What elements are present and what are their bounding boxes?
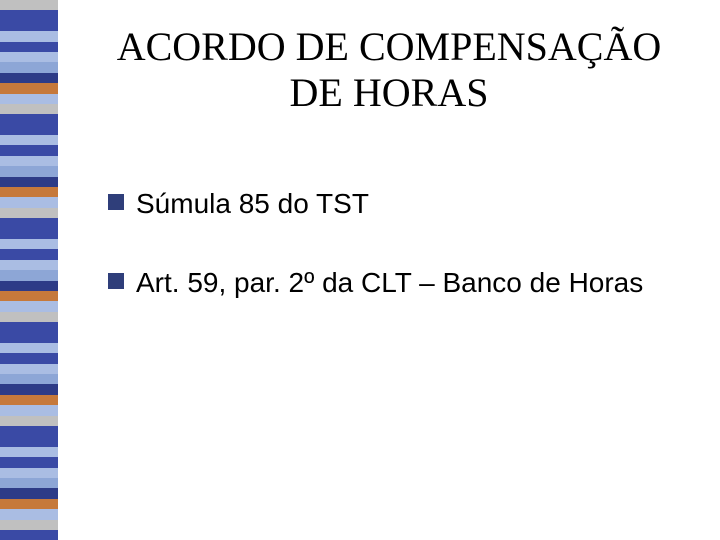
sidebar-stripe — [0, 530, 58, 540]
bullet-list: Súmula 85 do TST Art. 59, par. 2º da CLT… — [98, 186, 680, 300]
square-bullet-icon — [108, 273, 124, 289]
sidebar-stripe — [0, 104, 58, 114]
sidebar-stripe — [0, 187, 58, 197]
sidebar-stripe — [0, 83, 58, 93]
sidebar-stripe — [0, 468, 58, 478]
sidebar-stripe — [0, 249, 58, 259]
sidebar-stripe — [0, 416, 58, 426]
slide-content: ACORDO DE COMPENSAÇÃO DE HORAS Súmula 85… — [58, 0, 720, 540]
sidebar-stripe — [0, 21, 58, 31]
bullet-text: Art. 59, par. 2º da CLT – Banco de Horas — [136, 265, 643, 300]
slide-title: ACORDO DE COMPENSAÇÃO DE HORAS — [98, 24, 680, 116]
sidebar-stripe — [0, 208, 58, 218]
sidebar-stripe — [0, 488, 58, 498]
sidebar-stripe — [0, 322, 58, 332]
sidebar-stripe — [0, 145, 58, 155]
sidebar-stripe — [0, 384, 58, 394]
sidebar-stripe — [0, 436, 58, 446]
sidebar-stripe — [0, 520, 58, 530]
sidebar-stripe — [0, 156, 58, 166]
sidebar-stripe — [0, 395, 58, 405]
sidebar-stripe — [0, 218, 58, 228]
sidebar-stripe — [0, 270, 58, 280]
square-bullet-icon — [108, 194, 124, 210]
sidebar-stripe — [0, 333, 58, 343]
sidebar-stripe — [0, 177, 58, 187]
sidebar-stripe — [0, 31, 58, 41]
sidebar-stripe — [0, 197, 58, 207]
sidebar-stripe — [0, 312, 58, 322]
sidebar-stripe — [0, 52, 58, 62]
sidebar-stripe — [0, 405, 58, 415]
bullet-item: Súmula 85 do TST — [108, 186, 680, 221]
bullet-item: Art. 59, par. 2º da CLT – Banco de Horas — [108, 265, 680, 300]
sidebar-stripe — [0, 499, 58, 509]
sidebar-stripe — [0, 353, 58, 363]
sidebar-stripe — [0, 239, 58, 249]
sidebar-stripe — [0, 281, 58, 291]
sidebar-stripe — [0, 94, 58, 104]
sidebar-stripe — [0, 42, 58, 52]
sidebar-stripe — [0, 301, 58, 311]
sidebar-stripe — [0, 457, 58, 467]
sidebar-stripe — [0, 291, 58, 301]
sidebar-stripe — [0, 374, 58, 384]
sidebar-stripe — [0, 166, 58, 176]
sidebar-stripe — [0, 229, 58, 239]
sidebar-stripe — [0, 0, 58, 10]
sidebar-stripe — [0, 135, 58, 145]
sidebar-stripe — [0, 114, 58, 124]
sidebar-stripe — [0, 73, 58, 83]
sidebar-stripe — [0, 447, 58, 457]
sidebar-stripe — [0, 426, 58, 436]
sidebar-stripe — [0, 478, 58, 488]
sidebar-stripe — [0, 62, 58, 72]
sidebar-stripe — [0, 364, 58, 374]
sidebar-stripe — [0, 260, 58, 270]
sidebar-stripe — [0, 509, 58, 519]
bullet-text: Súmula 85 do TST — [136, 186, 369, 221]
sidebar-stripe — [0, 343, 58, 353]
sidebar-stripe — [0, 10, 58, 20]
sidebar-stripe — [0, 125, 58, 135]
decorative-sidebar — [0, 0, 58, 540]
